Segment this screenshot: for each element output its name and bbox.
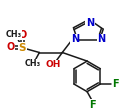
Text: O: O: [7, 42, 15, 52]
Text: OH: OH: [45, 60, 60, 69]
Text: N: N: [71, 34, 79, 44]
Text: F: F: [112, 79, 119, 89]
Text: O: O: [18, 30, 26, 40]
Text: CH₃: CH₃: [6, 30, 22, 39]
Text: S: S: [18, 43, 26, 53]
Text: N: N: [86, 18, 94, 28]
Text: N: N: [97, 34, 105, 44]
Text: CH₃: CH₃: [25, 59, 41, 68]
Text: F: F: [89, 100, 96, 110]
